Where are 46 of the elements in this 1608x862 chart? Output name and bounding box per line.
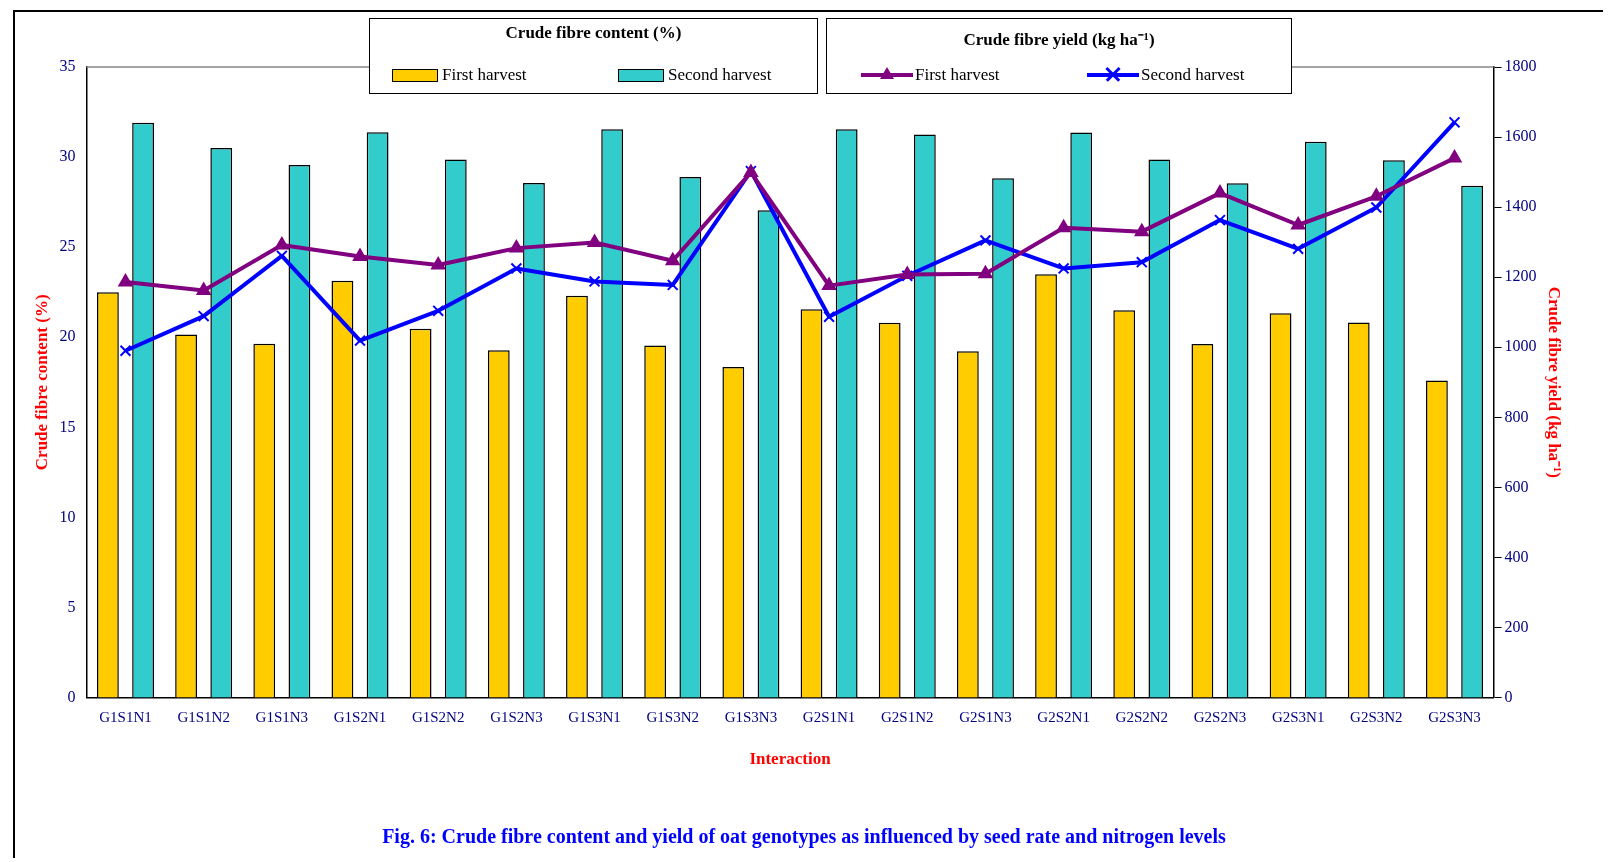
y2-tick-label: 1600 xyxy=(1504,127,1537,145)
y2-tick-label: 800 xyxy=(1504,407,1529,425)
legend-label: First harvest xyxy=(915,65,1000,85)
y-tick-label: 0 xyxy=(67,687,76,705)
x-tick-label: G1S3N3 xyxy=(724,708,778,725)
x-tick-label: G1S2N2 xyxy=(411,708,465,725)
y2-tick-label: 1200 xyxy=(1504,267,1537,285)
y-axis-title: Crude fibre content (%) xyxy=(31,294,51,471)
y2-tick-label: 600 xyxy=(1504,477,1529,495)
x-tick-label: G2S2N3 xyxy=(1193,708,1247,725)
text: Crude fibre yield (kg ha⁻¹) xyxy=(963,30,1155,49)
x-tick-label: G1S2N1 xyxy=(333,708,387,725)
x-tick-label: G2S2N1 xyxy=(1037,708,1090,725)
y2-tick-label: 0 xyxy=(1504,687,1513,705)
x-tick-label: G2S1N2 xyxy=(881,708,934,725)
x-tick-label: G2S3N1 xyxy=(1271,708,1325,725)
x-tick-label: G1S1N2 xyxy=(177,708,230,725)
x-tick-label: G1S3N2 xyxy=(646,708,699,725)
y2-tick-label: 200 xyxy=(1504,617,1529,635)
x-tick-label: G2S3N3 xyxy=(1428,708,1481,725)
y-tick-label: 35 xyxy=(59,57,76,75)
x-tick-label: G1S2N3 xyxy=(490,708,543,725)
x-tick-label: G2S1N3 xyxy=(959,708,1012,725)
y2-tick-label: 400 xyxy=(1504,547,1529,565)
text: Crude fibre content (%) xyxy=(505,23,682,42)
y-tick-label: 30 xyxy=(59,147,76,165)
caption: Fig. 6: Crude fibre content and yield of oat genotypes as influenced by seed rate and nitrogen levels xyxy=(381,825,1227,848)
y2-tick-label: 1800 xyxy=(1504,57,1537,75)
y2-tick-label: 1400 xyxy=(1504,197,1537,215)
y2-axis-title: Crude fibre yield (kg ha⁻¹) xyxy=(1545,286,1565,478)
x-tick-label: G2S2N2 xyxy=(1115,708,1169,725)
y-tick-label: 20 xyxy=(59,327,76,345)
x-axis-title: Interaction xyxy=(749,749,832,769)
x-tick-label: G2S3N2 xyxy=(1350,708,1403,725)
x-tick-label: G2S1N1 xyxy=(802,708,856,725)
y-tick-label: 15 xyxy=(59,417,76,435)
legend-label: First harvest xyxy=(442,65,527,85)
y-tick-label: 10 xyxy=(59,507,76,525)
x-tick-label: G1S1N1 xyxy=(99,708,152,725)
y-tick-label: 5 xyxy=(67,597,76,615)
x-tick-label: G1S1N3 xyxy=(255,708,309,725)
x-tick-label: G1S3N1 xyxy=(568,708,621,725)
y2-tick-label: 1000 xyxy=(1504,337,1537,355)
y-tick-label: 25 xyxy=(59,237,76,255)
legend-label: Second harvest xyxy=(668,65,772,85)
legend-label: Second harvest xyxy=(1141,65,1245,85)
